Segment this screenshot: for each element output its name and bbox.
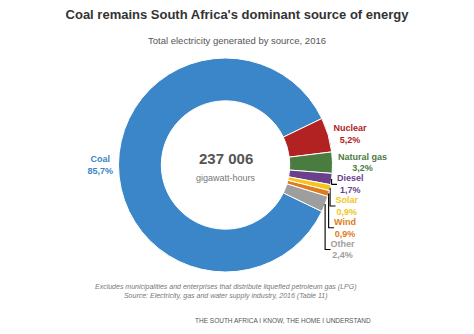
svg-text:Diesel1,7%: Diesel1,7%: [337, 173, 364, 195]
svg-text:THE SOUTH AFRICA I KNOW, THE H: THE SOUTH AFRICA I KNOW, THE HOME I UNDE…: [195, 317, 371, 324]
svg-text:Total electricity generated by: Total electricity generated by source, 2…: [148, 35, 326, 46]
svg-text:237 006: 237 006: [199, 150, 253, 167]
svg-text:Natural gas3,2%: Natural gas3,2%: [338, 152, 387, 174]
svg-text:Solar0,9%: Solar0,9%: [335, 195, 358, 217]
svg-text:Wind0,9%: Wind0,9%: [334, 217, 356, 239]
svg-text:Coal remains South Africa's do: Coal remains South Africa's dominant sou…: [66, 7, 410, 22]
svg-text:gigawatt-hours: gigawatt-hours: [196, 173, 256, 183]
svg-text:Excludes municipalities and en: Excludes municipalities and enterprises …: [95, 283, 356, 300]
svg-text:Nuclear5,2%: Nuclear5,2%: [334, 123, 368, 145]
svg-text:Coal85,7%: Coal85,7%: [88, 154, 114, 176]
svg-text:Other2,4%: Other2,4%: [331, 239, 356, 261]
